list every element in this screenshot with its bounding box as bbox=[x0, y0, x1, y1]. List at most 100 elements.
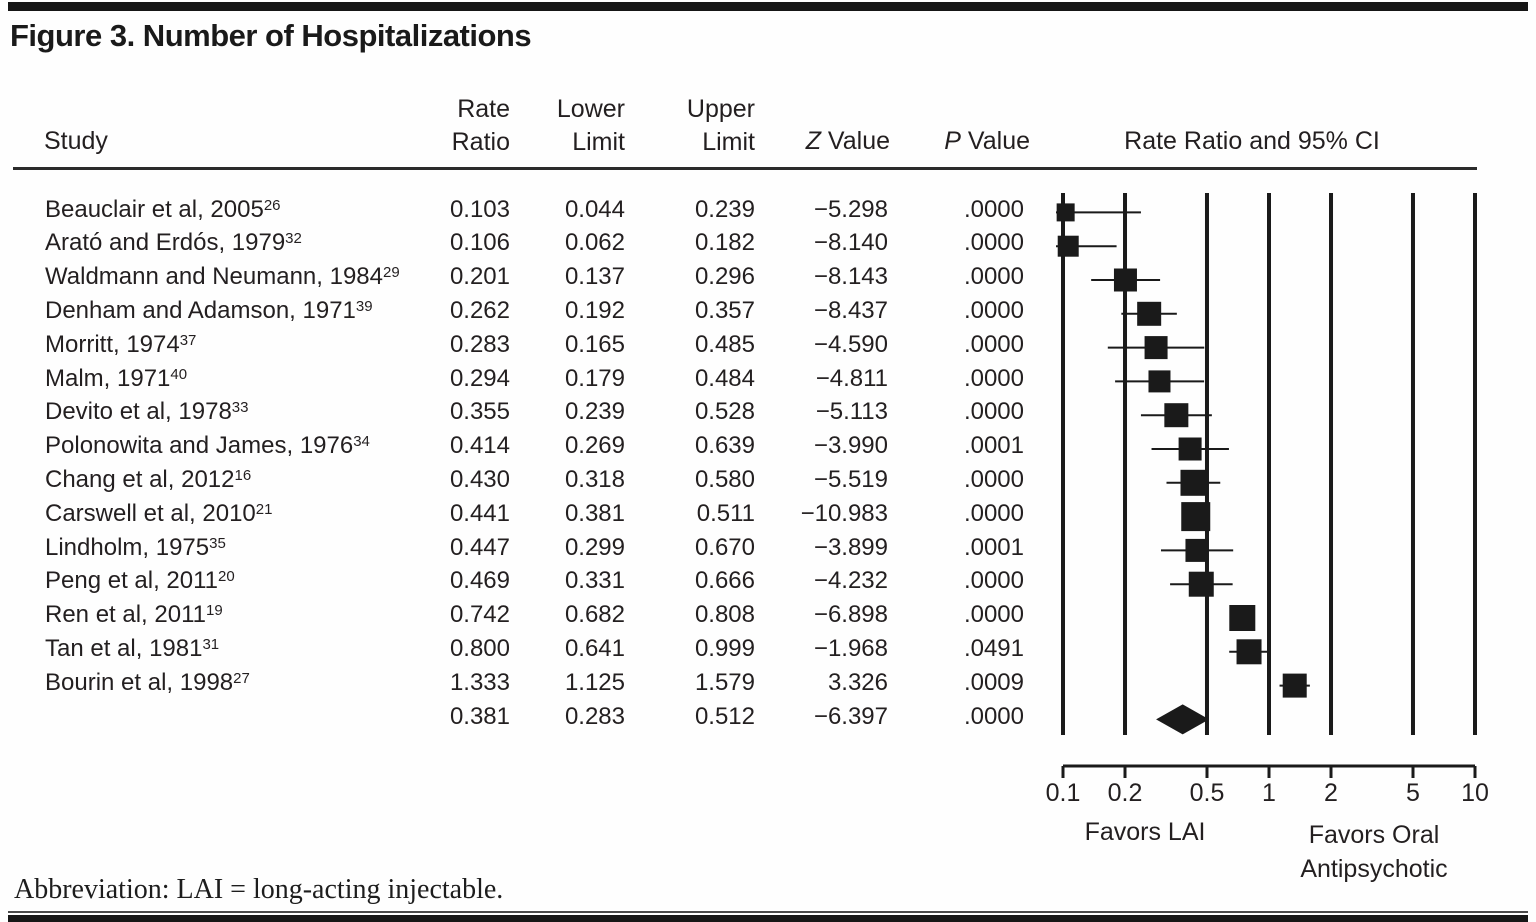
x-axis-tick-label: 10 bbox=[1461, 779, 1489, 807]
p-value: .0000 bbox=[963, 398, 1024, 426]
lower-limit-value: 0.682 bbox=[564, 601, 625, 629]
bottom-border-bar bbox=[8, 915, 1528, 922]
study-name: Waldmann and Neumann, 198429 bbox=[45, 263, 400, 291]
study-name: Ren et al, 201119 bbox=[45, 601, 223, 629]
study-name: Morritt, 197437 bbox=[45, 330, 197, 358]
rate-ratio-value: 0.447 bbox=[449, 533, 510, 561]
upper-limit-value: 0.239 bbox=[694, 195, 755, 223]
upper-limit-value: 0.484 bbox=[694, 364, 755, 392]
lower-limit-value: 0.179 bbox=[564, 364, 625, 392]
lower-limit-value: 0.192 bbox=[564, 296, 625, 324]
z-value: −8.140 bbox=[813, 229, 888, 257]
upper-limit-value: 0.580 bbox=[694, 465, 755, 493]
rate-ratio-value: 0.201 bbox=[449, 263, 510, 291]
lower-limit-value: 0.299 bbox=[564, 533, 625, 561]
col-header-rate-ratio: Rate Ratio bbox=[390, 93, 510, 159]
table-row: Arató and Erdós, 197932 0.106 0.062 0.182 −8… bbox=[0, 229, 1040, 263]
study-name: Denham and Adamson, 197139 bbox=[45, 296, 373, 324]
z-value: −6.397 bbox=[813, 702, 888, 730]
upper-limit-value: 0.182 bbox=[694, 229, 755, 257]
upper-limit-value: 0.528 bbox=[694, 398, 755, 426]
x-axis-tick-label: 0.1 bbox=[1045, 779, 1081, 807]
p-value: .0009 bbox=[963, 668, 1024, 696]
rate-ratio-value: 0.283 bbox=[449, 330, 510, 358]
table-row: Chang et al, 201216 0.430 0.318 0.580 −5.519… bbox=[0, 466, 1040, 500]
bottom-rule bbox=[8, 911, 1528, 913]
z-value: −10.983 bbox=[800, 499, 888, 527]
col-header-upper-limit: Upper Limit bbox=[635, 93, 755, 159]
col-header-ci: Rate Ratio and 95% CI bbox=[1124, 127, 1380, 155]
study-name: Bourin et al, 199827 bbox=[45, 668, 250, 696]
table-row: Polonowita and James, 197634 0.414 0.269 0.… bbox=[0, 432, 1040, 466]
reference-superscript: 33 bbox=[231, 399, 249, 417]
upper-limit-value: 0.670 bbox=[694, 533, 755, 561]
rate-ratio-value: 0.430 bbox=[449, 465, 510, 493]
table-row: Ren et al, 201119 0.742 0.682 0.808 −6.898 .0… bbox=[0, 601, 1040, 635]
z-value: −5.519 bbox=[813, 465, 888, 493]
reference-superscript: 34 bbox=[353, 433, 370, 451]
col-header-p-value: P Value bbox=[898, 125, 1030, 158]
rate-ratio-value: 0.103 bbox=[449, 195, 510, 223]
z-value: −4.232 bbox=[813, 567, 888, 595]
rate-ratio-value: 0.441 bbox=[449, 499, 510, 527]
lower-limit-value: 0.331 bbox=[564, 567, 625, 595]
x-axis-tick-label: 0.5 bbox=[1189, 779, 1225, 807]
reference-superscript: 29 bbox=[383, 264, 400, 282]
p-italic: P bbox=[944, 127, 961, 155]
p-value: .0000 bbox=[963, 229, 1024, 257]
p-value: .0000 bbox=[963, 296, 1024, 324]
p-value: .0000 bbox=[963, 263, 1024, 291]
rate-ratio-value: 0.262 bbox=[449, 296, 510, 324]
table-row: Devito et al, 197833 0.355 0.239 0.528 −5.11… bbox=[0, 398, 1040, 432]
x-axis-tick-label: 5 bbox=[1406, 779, 1420, 807]
study-name: Malm, 197140 bbox=[45, 364, 188, 392]
figure-title: Figure 3. Number of Hospitalizations bbox=[10, 18, 532, 53]
p-value: .0000 bbox=[963, 601, 1024, 629]
p-value: .0000 bbox=[963, 499, 1024, 527]
col-header-study: Study bbox=[44, 127, 108, 155]
z-value: −6.898 bbox=[813, 601, 888, 629]
abbreviation-note: Abbreviation: LAI = long-acting injectab… bbox=[14, 874, 504, 905]
col-header-rate-line2: Ratio bbox=[451, 128, 510, 156]
reference-superscript: 31 bbox=[202, 635, 220, 653]
reference-superscript: 37 bbox=[179, 331, 197, 349]
upper-limit-value: 0.485 bbox=[694, 330, 755, 358]
z-value: −3.990 bbox=[813, 432, 888, 460]
col-header-upper-line2: Limit bbox=[702, 128, 755, 156]
rate-ratio-value: 0.381 bbox=[449, 702, 510, 730]
p-value: .0000 bbox=[963, 195, 1024, 223]
reference-superscript: 26 bbox=[263, 196, 281, 214]
p-value: .0001 bbox=[963, 432, 1024, 460]
z-value: −1.968 bbox=[813, 634, 888, 662]
reference-superscript: 16 bbox=[234, 466, 252, 484]
rate-ratio-value: 0.469 bbox=[449, 567, 510, 595]
p-value: .0000 bbox=[963, 330, 1024, 358]
study-name: Carswell et al, 201021 bbox=[45, 499, 273, 527]
table-row: Peng et al, 201120 0.469 0.331 0.666 −4.232.… bbox=[0, 567, 1040, 601]
top-border-bar bbox=[8, 2, 1528, 11]
p-value: .0000 bbox=[963, 702, 1024, 730]
lower-limit-value: 0.381 bbox=[564, 499, 625, 527]
reference-superscript: 39 bbox=[355, 297, 373, 315]
p-rest: Value bbox=[960, 127, 1030, 155]
study-name: Arató and Erdós, 197932 bbox=[45, 229, 302, 257]
study-name: Peng et al, 201120 bbox=[45, 567, 235, 595]
p-value: .0000 bbox=[963, 364, 1024, 392]
lower-limit-value: 1.125 bbox=[564, 668, 625, 696]
col-header-lower-line2: Limit bbox=[572, 128, 625, 156]
table-row: Bourin et al, 199827 1.333 1.125 1.579 3.326… bbox=[0, 669, 1040, 703]
reference-superscript: 21 bbox=[255, 500, 273, 518]
p-value: .0001 bbox=[963, 533, 1024, 561]
rate-ratio-value: 0.414 bbox=[449, 432, 510, 460]
z-value: −8.143 bbox=[813, 263, 888, 291]
study-name: Tan et al, 198131 bbox=[45, 634, 220, 662]
z-value: −5.298 bbox=[813, 195, 888, 223]
lower-limit-value: 0.165 bbox=[564, 330, 625, 358]
upper-limit-value: 1.579 bbox=[694, 668, 755, 696]
col-header-z-value: Z Value bbox=[758, 125, 890, 158]
table-row: Malm, 197140 0.294 0.179 0.484 −4.811 .0000 bbox=[0, 365, 1040, 399]
x-axis-tick-label: 0.2 bbox=[1107, 779, 1143, 807]
table-row: Denham and Adamson, 197139 0.262 0.192 0.35… bbox=[0, 297, 1040, 331]
study-name: Polonowita and James, 197634 bbox=[45, 432, 370, 460]
upper-limit-value: 0.296 bbox=[694, 263, 755, 291]
